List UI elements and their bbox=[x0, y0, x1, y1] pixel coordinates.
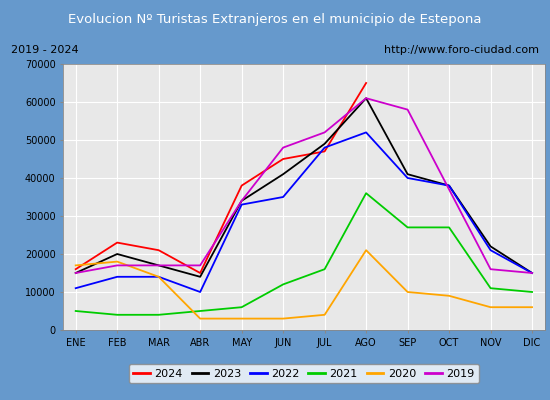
Text: 2019 - 2024: 2019 - 2024 bbox=[11, 45, 79, 55]
Legend: 2024, 2023, 2022, 2021, 2020, 2019: 2024, 2023, 2022, 2021, 2020, 2019 bbox=[129, 364, 478, 383]
Text: http://www.foro-ciudad.com: http://www.foro-ciudad.com bbox=[384, 45, 539, 55]
Text: Evolucion Nº Turistas Extranjeros en el municipio de Estepona: Evolucion Nº Turistas Extranjeros en el … bbox=[68, 12, 482, 26]
